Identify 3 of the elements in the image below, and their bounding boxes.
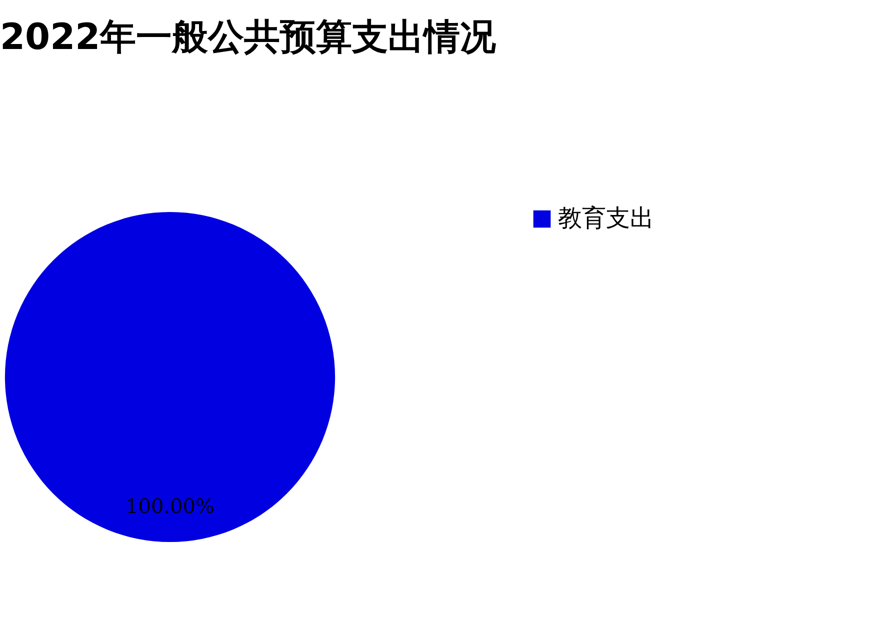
data-label: 100.00% — [126, 494, 214, 518]
chart-title: 2022年一般公共预算支出情况 — [0, 17, 496, 58]
legend-label: 教育支出 — [558, 204, 654, 232]
